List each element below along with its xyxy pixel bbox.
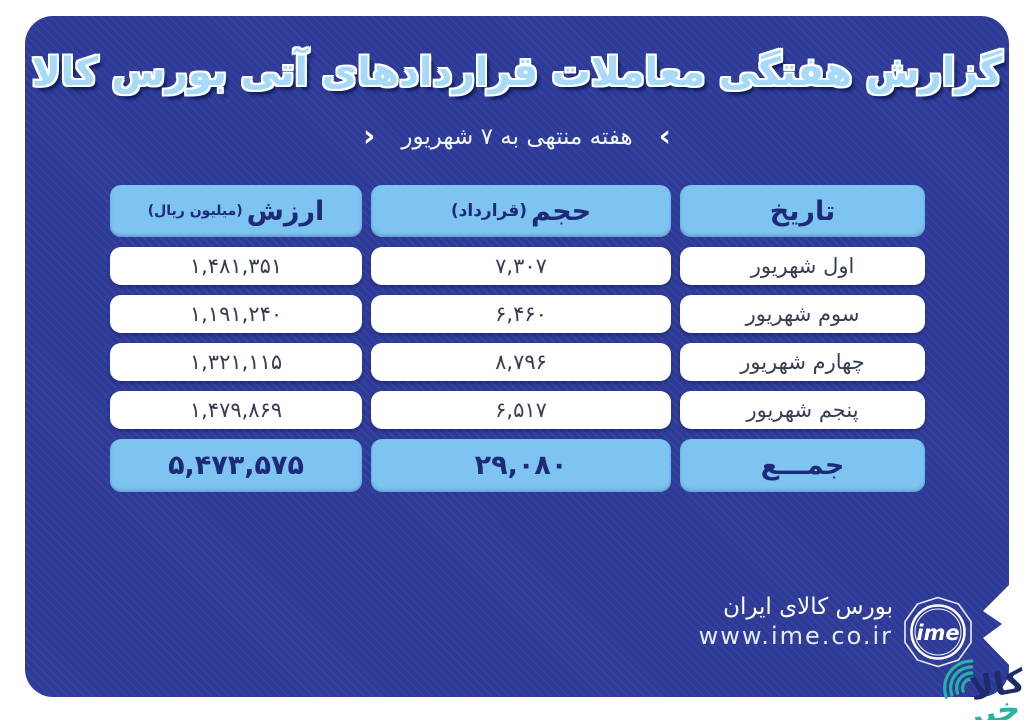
ime-logo-text: ime xyxy=(916,621,959,645)
header-date-label: تاریخ xyxy=(769,195,836,227)
website-url: www.ime.co.ir xyxy=(698,622,893,650)
angle-left-icon: › xyxy=(362,119,376,154)
page-title: گزارش هفتگی معاملات قراردادهای آتی بورس … xyxy=(31,50,1003,95)
org-name: بورس کالای ایران xyxy=(723,594,893,620)
subtitle-text: هفته منتهی به ۷ شهریور xyxy=(401,124,633,150)
header-value-unit: (میلیون ریال) xyxy=(147,203,243,219)
table-row-4-volume: ۶,۵۱۷ xyxy=(371,391,671,429)
kalakhabar-watermark: کالا خبر xyxy=(943,659,1027,720)
report-card: گزارش هفتگی معاملات قراردادهای آتی بورس … xyxy=(25,16,1009,697)
table-row-2-date: سوم شهریور xyxy=(680,295,925,333)
table-row-3-date: چهارم شهریور xyxy=(680,343,925,381)
total-value: ۵,۴۷۳,۵۷۵ xyxy=(110,439,362,492)
ime-logo-icon: ime xyxy=(904,596,972,668)
edge-notch-decoration xyxy=(983,582,1027,668)
header-value: ارزش (میلیون ریال) xyxy=(110,185,362,237)
table-row-3-value: ۱,۳۲۱,۱۱۵ xyxy=(110,343,362,381)
waves-icon xyxy=(943,659,974,699)
watermark-line2: خبر xyxy=(959,688,1023,720)
header-volume-unit: (قرارداد) xyxy=(450,201,528,221)
table-row-2-volume: ۶,۴۶۰ xyxy=(371,295,671,333)
header-volume-label: حجم xyxy=(531,195,592,227)
table-row-2-value: ۱,۱۹۱,۲۴۰ xyxy=(110,295,362,333)
angle-right-icon: ‹ xyxy=(658,119,672,154)
total-label: جمـــع xyxy=(680,439,925,492)
weekly-trades-table: تاریخ حجم (قرارداد) ارزش (میلیون ریال) ا… xyxy=(110,185,925,492)
table-row-1-volume: ۷,۳۰۷ xyxy=(371,247,671,285)
table-row-3-volume: ۸,۷۹۶ xyxy=(371,343,671,381)
table-row-1-value: ۱,۴۸۱,۳۵۱ xyxy=(110,247,362,285)
table-row-4-value: ۱,۴۷۹,۸۶۹ xyxy=(110,391,362,429)
header-volume: حجم (قرارداد) xyxy=(371,185,671,237)
table-row-4-date: پنجم شهریور xyxy=(680,391,925,429)
watermark-line1: کالا xyxy=(967,661,1027,708)
table-row-1-date: اول شهریور xyxy=(680,247,925,285)
subtitle: › هفته منتهی به ۷ شهریور ‹ xyxy=(25,122,1009,152)
total-volume: ۲۹,۰۸۰ xyxy=(371,439,671,492)
footer: بورس کالای ایران www.ime.co.ir xyxy=(699,594,893,650)
header-date: تاریخ xyxy=(680,185,925,237)
header-value-label: ارزش xyxy=(246,195,325,227)
